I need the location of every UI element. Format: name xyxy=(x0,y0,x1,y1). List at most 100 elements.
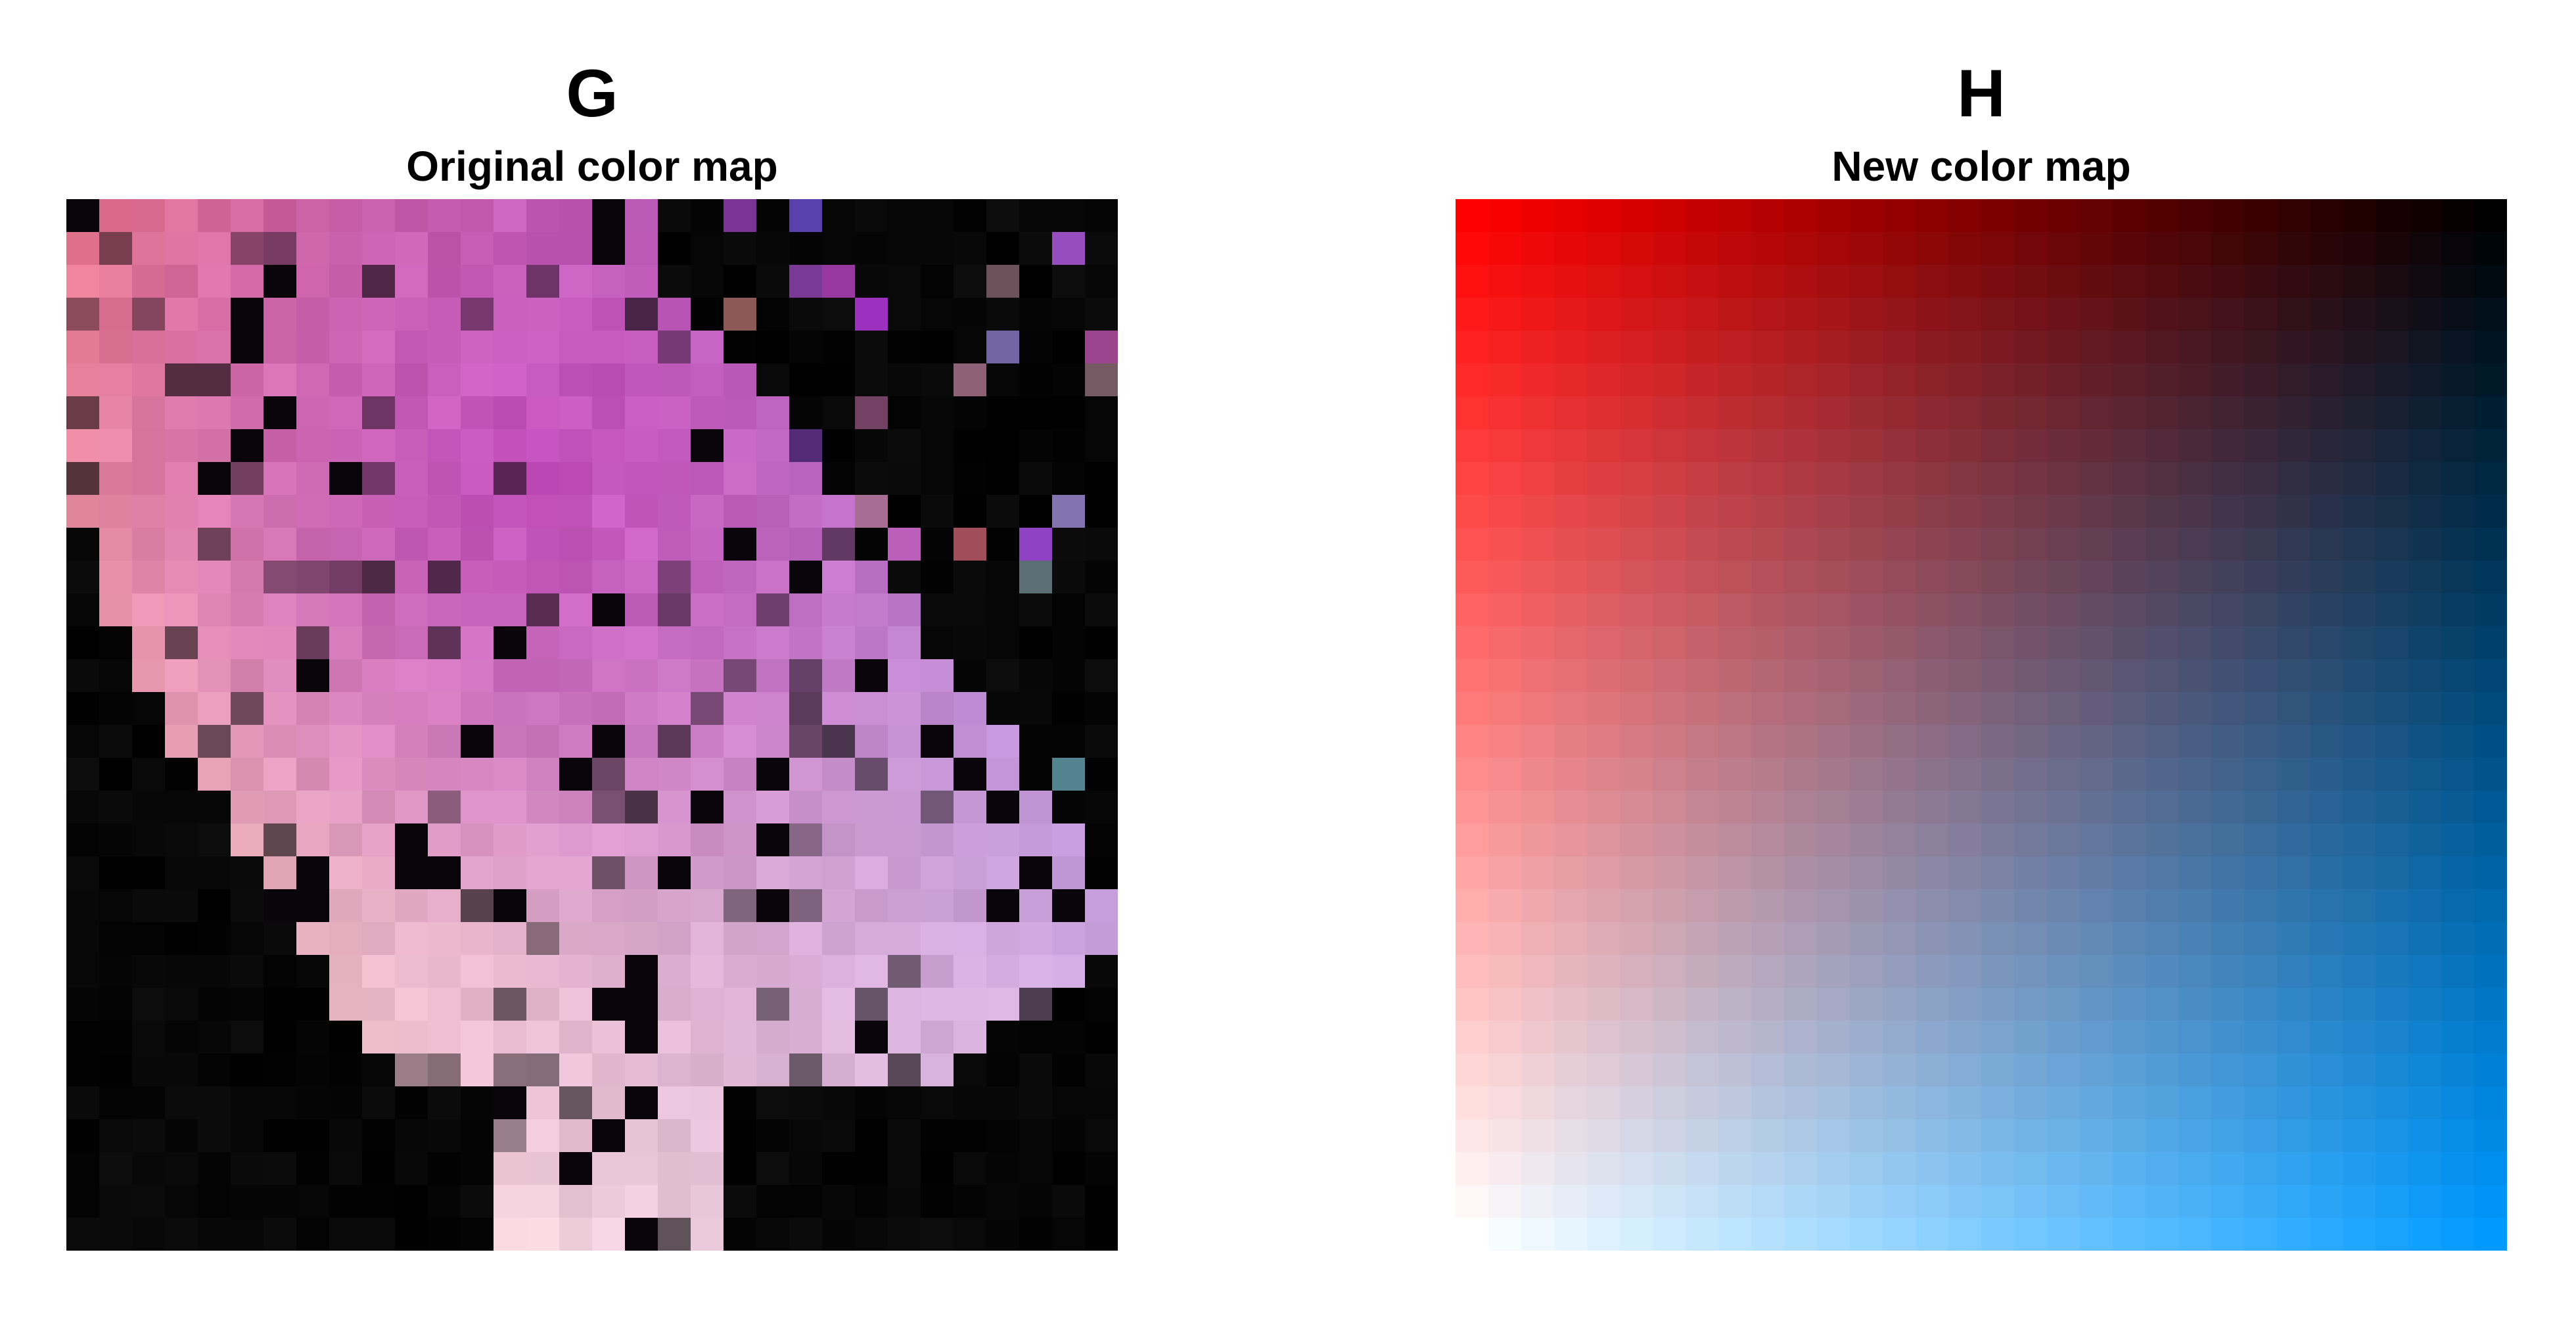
colormap-cell xyxy=(1850,495,1883,528)
colormap-cell xyxy=(2310,823,2343,857)
colormap-cell xyxy=(1456,955,1489,988)
colormap-cell xyxy=(1653,1152,1686,1186)
colormap-cell xyxy=(1686,528,1719,561)
colormap-cell xyxy=(789,265,823,298)
colormap-cell xyxy=(1587,199,1621,233)
colormap-cell xyxy=(461,363,494,397)
colormap-cell xyxy=(1052,199,1086,233)
colormap-cell xyxy=(1019,232,1053,266)
colormap-cell xyxy=(1488,429,1522,463)
colormap-cell xyxy=(1521,692,1555,726)
colormap-cell xyxy=(986,889,1020,923)
colormap-cell xyxy=(264,988,297,1021)
colormap-cell xyxy=(362,1021,396,1054)
colormap-cell xyxy=(1587,692,1621,726)
colormap-cell xyxy=(1686,889,1719,923)
colormap-cell xyxy=(1488,692,1522,726)
colormap-cell xyxy=(99,626,133,660)
colormap-cell xyxy=(986,758,1020,791)
colormap-cell xyxy=(2474,363,2507,397)
colormap-cell xyxy=(1948,922,1982,956)
colormap-cell xyxy=(231,232,264,266)
colormap-cell xyxy=(494,298,527,331)
colormap-cell xyxy=(2441,265,2475,298)
colormap-cell xyxy=(2408,396,2442,430)
colormap-cell xyxy=(99,922,133,956)
colormap-cell xyxy=(132,1218,166,1251)
colormap-cell xyxy=(592,659,626,693)
colormap-cell xyxy=(2014,626,2048,660)
colormap-cell xyxy=(954,561,987,594)
colormap-cell xyxy=(1052,988,1086,1021)
colormap-cell xyxy=(1587,462,1621,496)
colormap-cell xyxy=(2474,791,2507,824)
colormap-cell xyxy=(526,232,560,266)
colormap-cell xyxy=(2014,725,2048,758)
colormap-cell xyxy=(1784,791,1818,824)
colormap-cell xyxy=(1653,593,1686,627)
colormap-cell xyxy=(2211,955,2245,988)
colormap-cell xyxy=(1488,955,1522,988)
colormap-cell xyxy=(756,692,790,726)
colormap-cell xyxy=(395,889,428,923)
colormap-cell xyxy=(1587,232,1621,266)
colormap-cell xyxy=(888,955,921,988)
colormap-cell xyxy=(132,988,166,1021)
colormap-cell xyxy=(691,232,724,266)
colormap-cell xyxy=(1686,561,1719,594)
colormap-cell xyxy=(2146,462,2179,496)
colormap-cell xyxy=(1052,1185,1086,1218)
colormap-cell xyxy=(1587,1152,1621,1186)
colormap-cell xyxy=(132,593,166,627)
colormap-cell xyxy=(1751,561,1785,594)
colormap-cell xyxy=(921,626,954,660)
colormap-cell xyxy=(1052,593,1086,627)
colormap-cell xyxy=(855,758,888,791)
colormap-cell xyxy=(1019,725,1053,758)
colormap-cell xyxy=(2211,725,2245,758)
colormap-cell xyxy=(2113,626,2146,660)
colormap-cell xyxy=(132,495,166,528)
colormap-cell xyxy=(888,1086,921,1120)
colormap-cell xyxy=(1653,1053,1686,1087)
colormap-cell xyxy=(428,988,461,1021)
colormap-cell xyxy=(132,725,166,758)
colormap-cell xyxy=(1052,659,1086,693)
colormap-cell xyxy=(99,791,133,824)
colormap-cell xyxy=(1883,1053,1916,1087)
colormap-cell xyxy=(724,823,757,857)
colormap-cell xyxy=(2211,1152,2245,1186)
colormap-cell xyxy=(362,298,396,331)
colormap-cell xyxy=(1488,363,1522,397)
colormap-cell xyxy=(1751,331,1785,364)
colormap-cell xyxy=(296,561,330,594)
colormap-cell xyxy=(2310,889,2343,923)
colormap-cell xyxy=(66,626,100,660)
colormap-cell xyxy=(428,1053,461,1087)
colormap-cell xyxy=(789,462,823,496)
colormap-cell xyxy=(2310,363,2343,397)
colormap-cell xyxy=(329,429,363,463)
colormap-cell xyxy=(2080,823,2113,857)
colormap-cell xyxy=(2310,232,2343,266)
colormap-cell xyxy=(1488,331,1522,364)
colormap-cell xyxy=(2080,1185,2113,1218)
colormap-cell xyxy=(264,856,297,890)
colormap-cell xyxy=(1019,758,1053,791)
colormap-cell xyxy=(1850,363,1883,397)
colormap-cell xyxy=(1653,199,1686,233)
colormap-cell xyxy=(789,889,823,923)
colormap-cell xyxy=(822,396,856,430)
colormap-cell xyxy=(1948,626,1982,660)
colormap-cell xyxy=(526,988,560,1021)
colormap-cell xyxy=(2080,298,2113,331)
colormap-cell xyxy=(2113,232,2146,266)
colormap-cell xyxy=(1653,1185,1686,1218)
colormap-cell xyxy=(1587,1119,1621,1153)
colormap-cell xyxy=(2014,692,2048,726)
colormap-cell xyxy=(1653,823,1686,857)
colormap-cell xyxy=(461,561,494,594)
colormap-cell xyxy=(329,331,363,364)
colormap-cell xyxy=(1916,199,1949,233)
colormap-cell xyxy=(658,363,691,397)
